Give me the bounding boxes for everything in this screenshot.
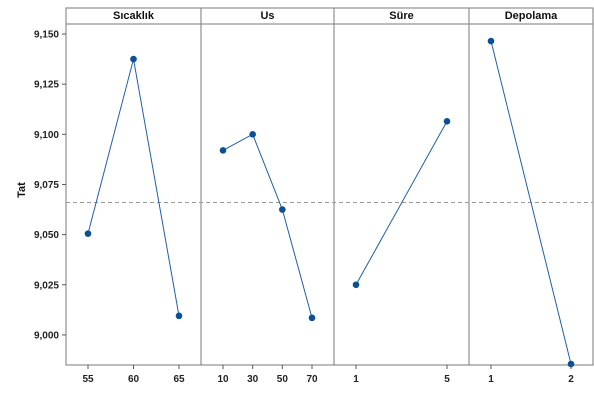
y-tick-label: 9,100 [34, 130, 59, 141]
x-tick-label: 2 [568, 374, 574, 385]
x-tick-label: 55 [82, 374, 94, 385]
data-point [219, 147, 227, 154]
data-point [130, 55, 137, 63]
series-line [490, 40, 572, 365]
plot-frame [65, 23, 594, 366]
y-axis-title: Tat [16, 182, 28, 198]
panel-title: Us [260, 10, 274, 22]
y-tick-label: 9,150 [34, 30, 59, 41]
data-point [175, 312, 183, 320]
panel-title: Depolama [505, 10, 558, 22]
data-point [84, 230, 92, 237]
y-tick-label: 9,025 [34, 280, 59, 291]
y-tick-label: 9,000 [34, 330, 59, 341]
x-tick-label: 60 [128, 374, 140, 385]
series-line [87, 58, 180, 316]
panel-title: Süre [389, 10, 413, 22]
x-tick-label: 70 [306, 374, 318, 385]
panel-title: Sıcaklık [113, 10, 155, 22]
data-point [443, 117, 451, 125]
x-tick-label: 10 [217, 374, 229, 385]
series-line [222, 133, 313, 318]
x-tick-label: 5 [444, 374, 450, 385]
x-tick-label: 1 [353, 374, 359, 385]
data-point [352, 281, 360, 289]
data-point [249, 131, 256, 138]
x-tick-label: 30 [247, 374, 259, 385]
x-tick-label: 65 [173, 374, 185, 385]
y-tick-label: 9,050 [34, 230, 59, 241]
y-tick-label: 9,125 [34, 80, 59, 91]
x-tick-label: 1 [488, 374, 494, 385]
y-tick-label: 9,075 [34, 180, 59, 191]
data-point [567, 360, 575, 368]
data-point [279, 206, 286, 213]
data-point [487, 37, 495, 45]
data-point [308, 314, 316, 322]
x-tick-label: 50 [277, 374, 289, 385]
series-line [355, 121, 448, 286]
